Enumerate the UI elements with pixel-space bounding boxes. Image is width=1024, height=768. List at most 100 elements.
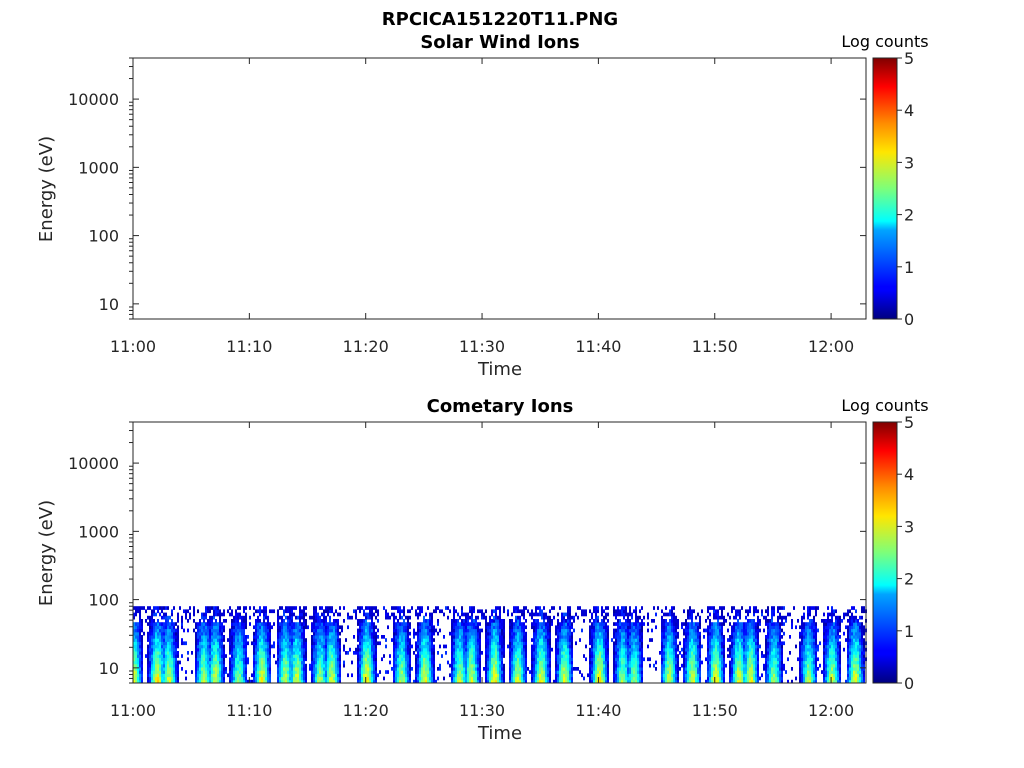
- heat-cell: [197, 622, 199, 626]
- heat-cell: [475, 663, 477, 668]
- heat-cell: [255, 660, 257, 665]
- heat-cell: [513, 663, 515, 668]
- heat-cell: [571, 657, 573, 662]
- heat-cell: [621, 647, 623, 652]
- heat-cell: [221, 670, 223, 674]
- heat-cell: [605, 606, 607, 610]
- heat-cell: [279, 651, 281, 655]
- heat-cell: [169, 676, 171, 681]
- heat-cell: [491, 635, 493, 639]
- heat-cell: [425, 647, 427, 652]
- heat-cell: [269, 676, 271, 681]
- heat-cell: [325, 647, 327, 652]
- heat-cell: [561, 651, 563, 655]
- heat-cell: [547, 660, 549, 665]
- heat-cell: [541, 654, 543, 658]
- heat-cell: [427, 641, 429, 646]
- heat-cell: [273, 644, 275, 649]
- heat-cell: [139, 622, 141, 626]
- heat-cell: [559, 641, 561, 646]
- heat-cell: [487, 660, 489, 665]
- heat-cell: [139, 625, 141, 630]
- heat-cell: [297, 667, 299, 671]
- heat-cell: [539, 660, 541, 665]
- heat-cell: [605, 651, 607, 655]
- heat-cell: [673, 644, 675, 649]
- heat-cell: [399, 679, 401, 684]
- heat-cell: [255, 676, 257, 681]
- heat-cell: [685, 663, 687, 668]
- heat-cell: [147, 622, 149, 626]
- heat-cell: [359, 622, 361, 626]
- heat-cell: [591, 625, 593, 630]
- heat-cell: [243, 654, 245, 658]
- heat-cell: [537, 619, 539, 623]
- heat-cell: [597, 625, 599, 630]
- heat-cell: [455, 670, 457, 674]
- heat-cell: [173, 606, 175, 610]
- heat-cell: [669, 609, 671, 614]
- heat-cell: [323, 660, 325, 665]
- heat-cell: [165, 663, 167, 668]
- heat-cell: [419, 644, 421, 649]
- heat-cell: [715, 670, 717, 674]
- heat-cell: [241, 615, 243, 620]
- heat-cell: [403, 663, 405, 668]
- heat-cell: [715, 628, 717, 633]
- heat-cell: [265, 606, 267, 610]
- heat-cell: [283, 657, 285, 662]
- heat-cell: [267, 651, 269, 655]
- heat-cell: [209, 628, 211, 633]
- heat-cell: [601, 667, 603, 671]
- heat-cell: [361, 654, 363, 658]
- heat-cell: [677, 667, 679, 671]
- heat-cell: [465, 631, 467, 636]
- heat-cell: [169, 667, 171, 671]
- heat-cell: [363, 657, 365, 662]
- heat-cell: [357, 673, 359, 678]
- heat-cell: [245, 676, 247, 681]
- heat-cell: [325, 635, 327, 639]
- heat-cell: [369, 615, 371, 620]
- heat-cell: [661, 622, 663, 626]
- heat-cell: [683, 622, 685, 626]
- heat-cell: [331, 663, 333, 668]
- heat-cell: [629, 651, 631, 655]
- colorbar-label: Log counts: [841, 32, 928, 51]
- heat-cell: [385, 670, 387, 674]
- heat-cell: [175, 641, 177, 646]
- heat-cell: [555, 670, 557, 674]
- heat-cell: [245, 635, 247, 639]
- heat-cell: [393, 638, 395, 642]
- heat-cell: [545, 625, 547, 630]
- heat-cell: [157, 647, 159, 652]
- heat-cell: [433, 660, 435, 665]
- heat-cell: [141, 619, 143, 623]
- heat-cell: [635, 676, 637, 681]
- heat-cell: [711, 625, 713, 630]
- heat-cell: [593, 654, 595, 658]
- heat-cell: [597, 641, 599, 646]
- heat-cell: [409, 673, 411, 678]
- heat-cell: [221, 628, 223, 633]
- heat-cell: [667, 660, 669, 665]
- heat-cell: [171, 673, 173, 678]
- heat-cell: [529, 612, 531, 617]
- heat-cell: [523, 615, 525, 620]
- heat-cell: [137, 622, 139, 626]
- heat-cell: [671, 679, 673, 684]
- heat-cell: [681, 622, 683, 626]
- heat-cell: [331, 647, 333, 652]
- heat-cell: [149, 619, 151, 623]
- heat-cell: [261, 667, 263, 671]
- heat-cell: [489, 641, 491, 646]
- heat-cell: [511, 651, 513, 655]
- heat-cell: [623, 606, 625, 610]
- heat-cell: [607, 631, 609, 636]
- heat-cell: [451, 635, 453, 639]
- heat-cell: [641, 641, 643, 646]
- heat-cell: [263, 654, 265, 658]
- heat-cell: [139, 670, 141, 674]
- heat-cell: [395, 647, 397, 652]
- heat-cell: [469, 641, 471, 646]
